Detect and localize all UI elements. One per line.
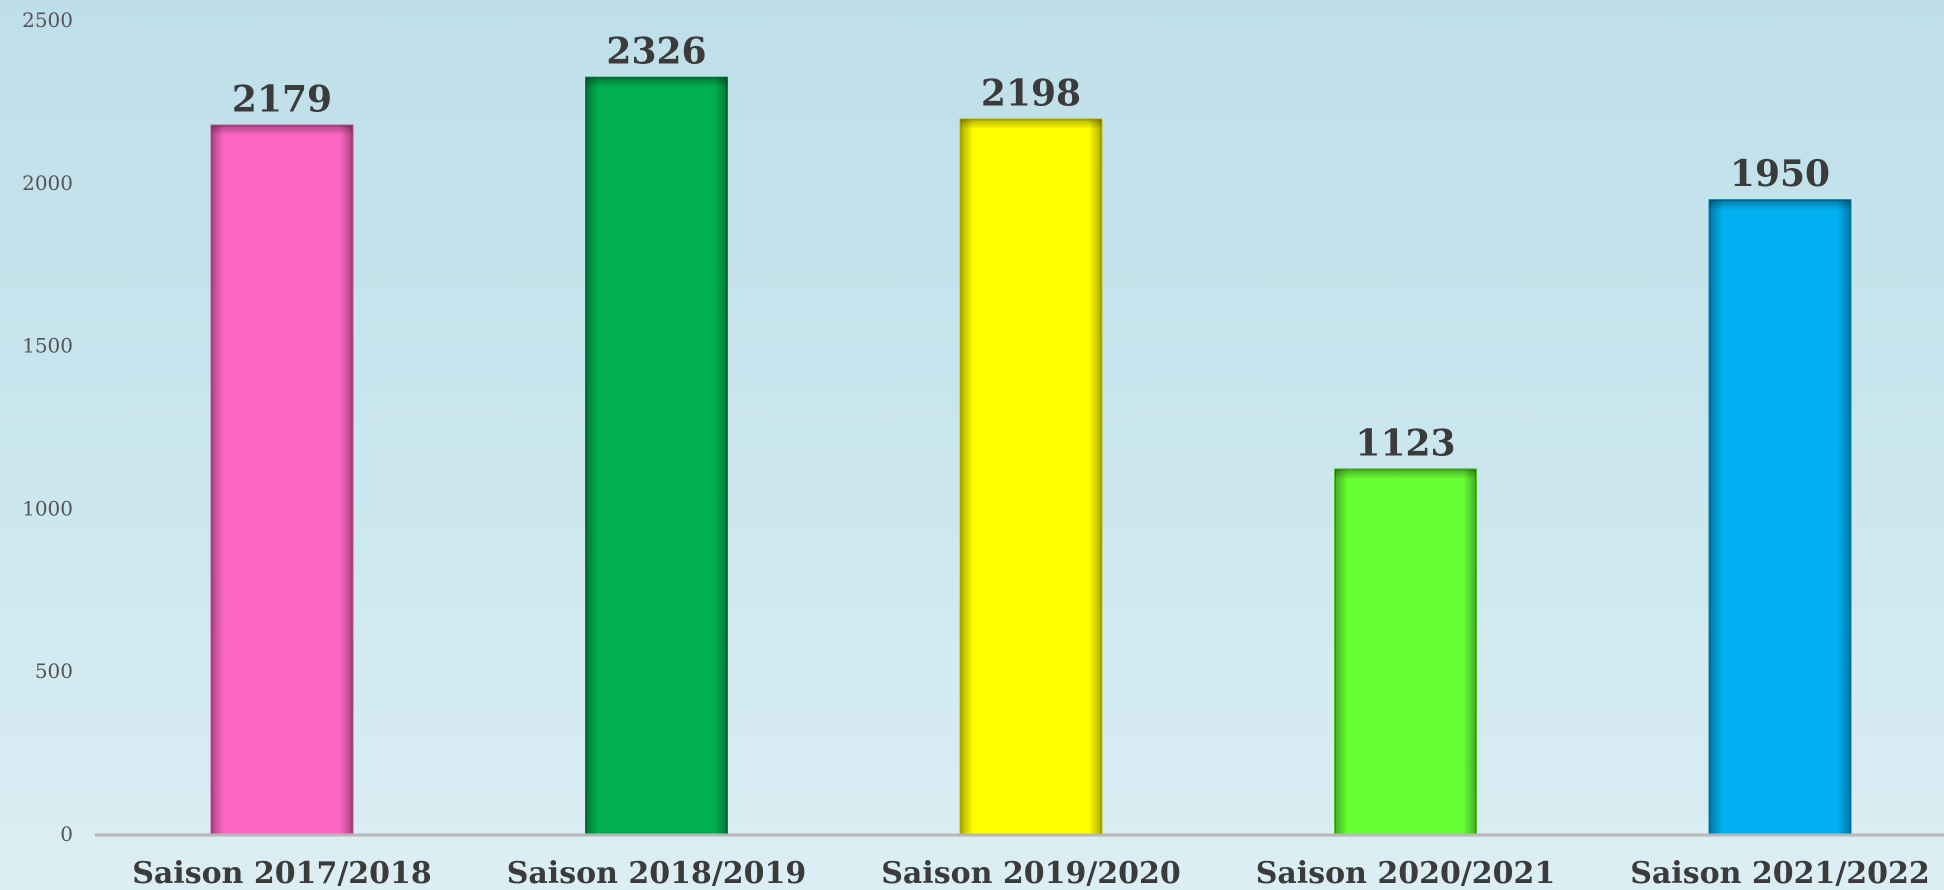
y-tick-label: 1500	[22, 334, 73, 358]
y-tick-label: 2500	[22, 8, 73, 32]
category-labels-group: Saison 2017/2018 Saison 2018/2019 Saison 2…	[132, 856, 1930, 890]
bars-group	[212, 78, 1851, 835]
data-label: 2198	[981, 72, 1081, 114]
data-label: 2179	[232, 79, 332, 121]
y-tick-label: 1000	[22, 496, 73, 520]
bar-shade-vertical	[212, 126, 353, 835]
y-tick-label: 500	[35, 659, 73, 683]
data-label: 1950	[1730, 153, 1830, 195]
y-axis-ticks: 0 500 1000 1500 2000 2500	[22, 8, 73, 846]
bar	[1710, 200, 1851, 835]
bar	[961, 119, 1102, 835]
data-label: 1123	[1355, 422, 1455, 464]
bar-shade-vertical	[586, 78, 727, 835]
x-tick-label: Saison 2019/2020	[881, 856, 1181, 890]
y-tick-label: 2000	[22, 171, 73, 195]
x-tick-label: Saison 2018/2019	[507, 856, 807, 890]
x-tick-label: Saison 2021/2022	[1630, 856, 1930, 890]
bar-shade-vertical	[961, 119, 1102, 835]
bar	[1335, 469, 1476, 835]
bar	[212, 126, 353, 835]
bar	[586, 78, 727, 835]
y-tick-label: 0	[60, 822, 73, 846]
bar-shade-vertical	[1335, 469, 1476, 835]
bar-shade-vertical	[1710, 200, 1851, 835]
data-label: 2326	[606, 31, 706, 73]
x-tick-label: Saison 2020/2021	[1256, 856, 1556, 890]
x-tick-label: Saison 2017/2018	[132, 856, 432, 890]
